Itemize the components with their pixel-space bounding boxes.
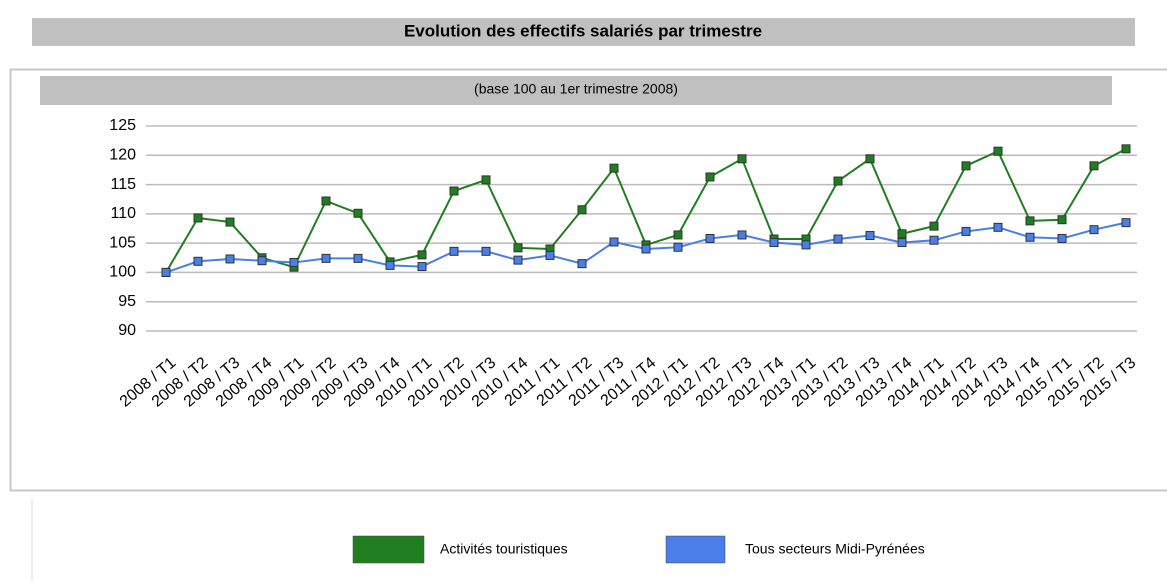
point	[930, 236, 938, 244]
point	[994, 223, 1002, 231]
point	[226, 218, 234, 226]
point	[834, 235, 842, 243]
legend-label: Tous secteurs Midi-Pyrénées	[745, 541, 925, 557]
point	[770, 239, 778, 247]
point	[962, 162, 970, 170]
point	[898, 239, 906, 247]
point	[610, 238, 618, 246]
point	[194, 257, 202, 265]
point	[418, 263, 426, 271]
point	[674, 243, 682, 251]
chart-subtitle: (base 100 au 1er trimestre 2008)	[474, 81, 678, 97]
point	[482, 247, 490, 255]
point	[706, 173, 714, 181]
point	[162, 268, 170, 276]
legend-swatch	[666, 536, 725, 563]
point	[354, 209, 362, 217]
y-tick-label: 90	[118, 322, 136, 339]
point	[930, 222, 938, 230]
point	[1058, 216, 1066, 224]
y-tick-label: 105	[109, 234, 136, 251]
point	[866, 232, 874, 240]
point	[1090, 226, 1098, 234]
point	[994, 147, 1002, 155]
point	[418, 251, 426, 259]
point	[578, 260, 586, 268]
point	[450, 187, 458, 195]
point	[642, 245, 650, 253]
point	[962, 227, 970, 235]
point	[1058, 234, 1066, 242]
y-tick-label: 125	[109, 117, 136, 134]
point	[578, 206, 586, 214]
point	[834, 177, 842, 185]
point	[802, 241, 810, 249]
chart-title: Evolution des effectifs salariés par tri…	[404, 21, 762, 40]
point	[258, 257, 266, 265]
point	[738, 231, 746, 239]
point	[1090, 162, 1098, 170]
point	[1026, 217, 1034, 225]
point	[706, 234, 714, 242]
point	[1122, 219, 1130, 227]
point	[866, 155, 874, 163]
y-tick-label: 110	[110, 205, 136, 222]
point	[354, 254, 362, 262]
y-tick-label: 120	[109, 147, 136, 164]
y-tick-label: 115	[110, 176, 136, 193]
chart-frame	[11, 70, 1167, 491]
series-line	[166, 149, 1126, 273]
point	[322, 254, 330, 262]
point	[738, 155, 746, 163]
y-tick-label: 100	[109, 264, 136, 281]
point	[226, 255, 234, 263]
legend-label: Activités touristiques	[440, 541, 568, 557]
point	[1122, 145, 1130, 153]
y-tick-label: 95	[118, 293, 136, 310]
point	[514, 244, 522, 252]
point	[386, 261, 394, 269]
point	[514, 256, 522, 264]
legend-swatch	[353, 536, 424, 563]
point	[1026, 233, 1034, 241]
point	[674, 231, 682, 239]
point	[610, 164, 618, 172]
point	[322, 197, 330, 205]
point	[482, 176, 490, 184]
point	[898, 230, 906, 238]
point	[450, 247, 458, 255]
point	[546, 251, 554, 259]
point	[194, 214, 202, 222]
point	[290, 258, 298, 266]
